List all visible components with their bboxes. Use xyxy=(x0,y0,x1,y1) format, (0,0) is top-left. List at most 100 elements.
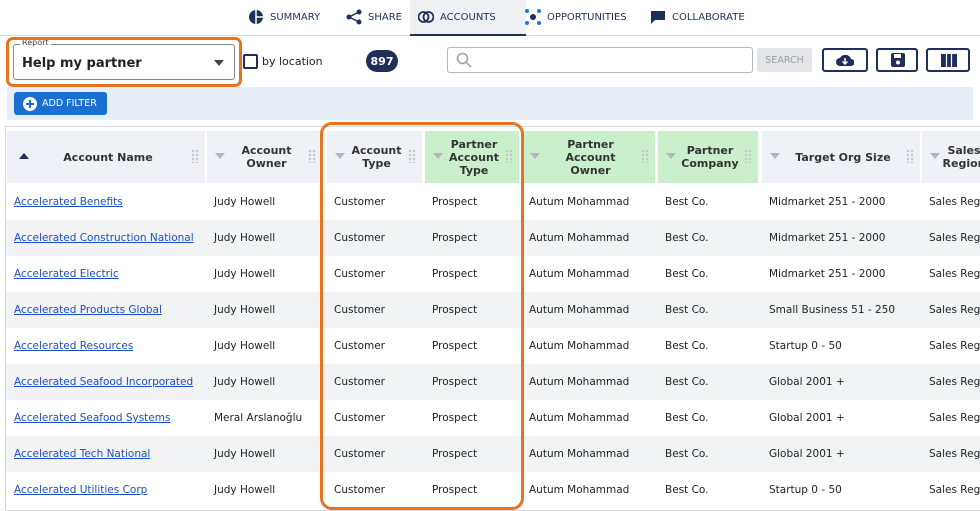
table-cell: Midmarket 251 - 2000 xyxy=(769,268,886,280)
table-cell: Prospect xyxy=(432,232,478,244)
table-cell: Prospect xyxy=(432,484,478,496)
tab[interactable]: COLLABORATE xyxy=(642,0,753,34)
table-cell: Sales Region xyxy=(929,376,980,388)
column-header[interactable]: Target Org Size xyxy=(762,131,920,183)
column-header[interactable]: Sales Region xyxy=(922,131,980,183)
tab[interactable]: OPPORTUNITIES xyxy=(517,0,635,34)
account-link[interactable]: Accelerated Seafood Incorporated xyxy=(14,376,194,388)
table-cell: Sales Region xyxy=(929,448,980,460)
column-header[interactable]: Partner Company xyxy=(658,131,758,183)
table-cell: Prospect xyxy=(432,268,478,280)
table-row xyxy=(6,292,980,328)
highlight xyxy=(6,37,242,87)
sort-icon xyxy=(666,153,676,159)
table-cell: Prospect xyxy=(432,304,478,316)
table-cell: Judy Howell xyxy=(214,376,276,388)
table-row xyxy=(6,256,980,292)
filter-bar xyxy=(7,87,973,120)
field-label: Report xyxy=(20,38,51,47)
table-cell: Autum Mohammad xyxy=(529,268,630,280)
search-input[interactable] xyxy=(447,47,753,73)
checkbox[interactable] xyxy=(243,54,258,69)
sort-icon xyxy=(215,153,225,159)
table-cell: Startup 0 - 50 xyxy=(769,484,842,496)
header-label: Account Name xyxy=(63,150,153,164)
table-cell: Prospect xyxy=(432,340,478,352)
table-cell: Judy Howell xyxy=(214,196,276,208)
table-row xyxy=(6,400,980,436)
account-link[interactable]: Accelerated Utilities Corp xyxy=(14,484,148,496)
sort-icon xyxy=(19,153,29,159)
account-link[interactable]: Accelerated Resources xyxy=(14,340,134,352)
drag-handle xyxy=(308,149,316,163)
tab-label: OPPORTUNITIES xyxy=(547,11,627,23)
table-cell: Sales Region xyxy=(929,484,980,496)
table-cell: Customer xyxy=(334,484,386,496)
column-header[interactable]: Account Owner xyxy=(207,131,322,183)
column-header[interactable]: Partner Account Owner xyxy=(522,131,655,183)
table-cell: Customer xyxy=(334,376,386,388)
table-row xyxy=(6,436,980,472)
header-label: Partner Account Type xyxy=(448,137,500,177)
account-link[interactable]: Accelerated Tech National xyxy=(14,448,151,460)
table-cell: Global 2001 + xyxy=(769,448,845,460)
table-cell: Autum Mohammad xyxy=(529,232,630,244)
table-cell: Best Co. xyxy=(665,376,709,388)
report-select[interactable]: Report Help my partner xyxy=(13,38,235,80)
account-link[interactable]: Accelerated Benefits xyxy=(14,196,123,208)
table-cell: Prospect xyxy=(432,448,478,460)
table-cell: Sales Region xyxy=(929,304,980,316)
table-row xyxy=(6,364,980,400)
save-button[interactable] xyxy=(876,48,918,72)
columns-button[interactable] xyxy=(926,48,970,72)
header-label: Partner Company xyxy=(681,144,739,170)
table-cell: Global 2001 + xyxy=(769,376,845,388)
table-cell: Customer xyxy=(334,448,386,460)
table-cell: Autum Mohammad xyxy=(529,412,630,424)
column-header[interactable]: Account Type xyxy=(327,131,422,183)
drag-handle xyxy=(505,149,513,163)
table-cell: Best Co. xyxy=(665,268,709,280)
header-label: Account Owner xyxy=(241,144,292,170)
button-label: ADD FILTER xyxy=(42,98,97,109)
table-cell: Prospect xyxy=(432,412,478,424)
table-cell: Small Business 51 - 250 xyxy=(769,304,896,316)
table-cell: Judy Howell xyxy=(214,340,276,352)
table-cell: Best Co. xyxy=(665,412,709,424)
account-link[interactable]: Accelerated Construction National xyxy=(14,232,194,244)
table-cell: Customer xyxy=(334,196,386,208)
table-cell: Global 2001 + xyxy=(769,412,845,424)
count-badge: 897 xyxy=(366,50,398,72)
column-header[interactable]: Partner Account Type xyxy=(425,131,519,183)
sort-icon xyxy=(433,153,443,159)
field-value: Help my partner xyxy=(22,56,142,71)
table-cell: Best Co. xyxy=(665,196,709,208)
search-button[interactable]: SEARCH xyxy=(757,48,812,72)
table-cell: Autum Mohammad xyxy=(529,484,630,496)
header-label: Sales Region xyxy=(942,144,980,170)
table-cell: Best Co. xyxy=(665,232,709,244)
account-link[interactable]: Accelerated Products Global xyxy=(14,304,162,316)
add-filter-button[interactable]: ADD FILTER xyxy=(14,92,107,115)
tab-label: SHARE xyxy=(368,11,402,23)
table-row xyxy=(6,220,980,256)
table-cell: Judy Howell xyxy=(214,232,276,244)
table-cell: Prospect xyxy=(432,196,478,208)
sort-icon xyxy=(770,153,780,159)
account-link[interactable]: Accelerated Electric xyxy=(14,268,119,280)
table-cell: Judy Howell xyxy=(214,268,276,280)
table-cell: Customer xyxy=(334,304,386,316)
tab[interactable]: SUMMARY xyxy=(240,0,328,34)
table-cell: Best Co. xyxy=(665,484,709,496)
tab[interactable]: ACCOUNTS xyxy=(410,0,526,36)
sort-icon xyxy=(930,153,940,159)
download-button[interactable] xyxy=(822,48,868,72)
table-cell: Startup 0 - 50 xyxy=(769,340,842,352)
account-link[interactable]: Accelerated Seafood Systems xyxy=(14,412,171,424)
column-header[interactable]: Account Name xyxy=(7,131,205,183)
table-cell: Customer xyxy=(334,268,386,280)
table-cell: Customer xyxy=(334,340,386,352)
tab-label: ACCOUNTS xyxy=(440,11,496,23)
tab[interactable]: SHARE xyxy=(338,0,410,34)
